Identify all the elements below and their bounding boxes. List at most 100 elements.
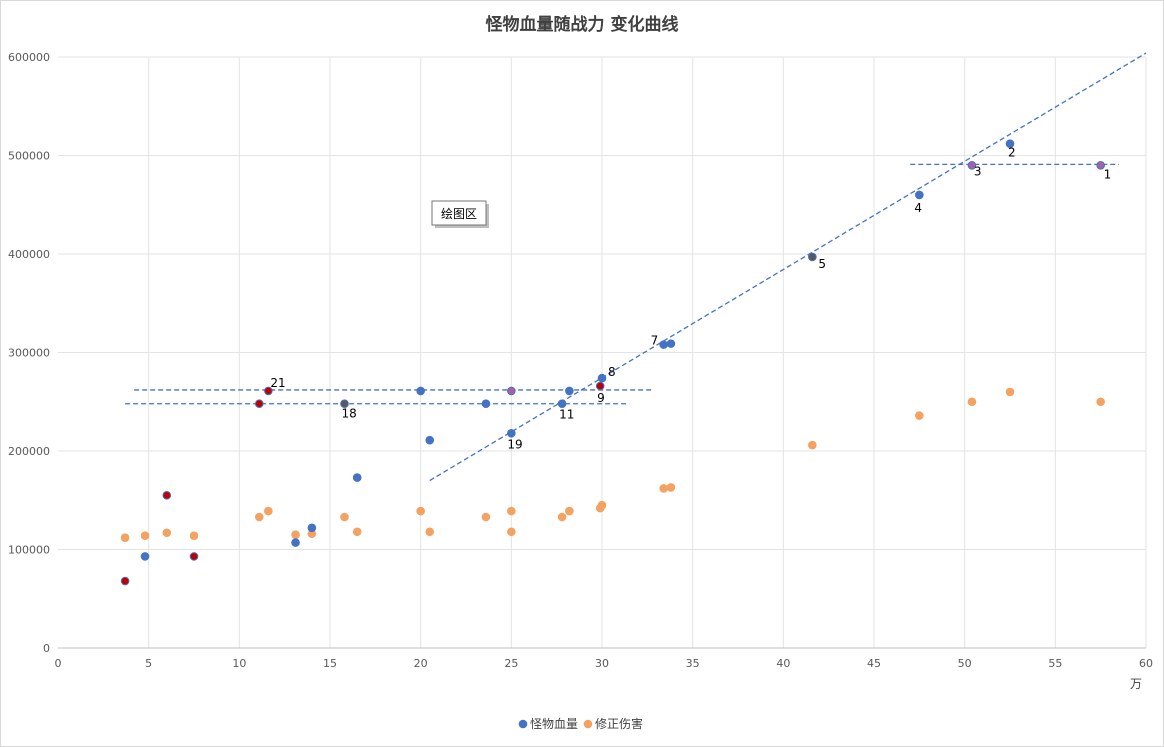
grid-lines [58, 56, 1147, 648]
damage-point [915, 411, 924, 420]
x-axis-unit: 万 [1130, 677, 1142, 691]
damage-point [507, 527, 516, 537]
data-point-label: 8 [608, 365, 616, 379]
axes: 0 5 10 15 20 25 30 35 40 45 50 55 600100000200000300… [8, 51, 1153, 670]
damage-point [597, 500, 607, 510]
damage-point [416, 506, 425, 516]
hp-point [808, 252, 817, 262]
damage-point [120, 533, 130, 542]
y-tick-label: 100000 [8, 544, 50, 557]
damage-point [189, 531, 199, 541]
damage-point [254, 512, 264, 522]
data-point-label: 21 [270, 376, 285, 390]
x-tick-label: 60 [1139, 657, 1153, 670]
hp-point [140, 552, 150, 561]
hp-point [659, 340, 668, 349]
hp-point [254, 399, 264, 409]
damage-point [666, 483, 676, 492]
hp-point [597, 373, 607, 383]
damage-point [425, 527, 435, 537]
plot-area-tooltip: 绘图区 [431, 200, 489, 228]
hp-point [189, 552, 199, 561]
damage-point [264, 506, 273, 516]
chart-title: 怪物血量随战力 变化曲线 [486, 14, 679, 35]
damage-point [808, 440, 817, 450]
legend-entry: 修正伤害 [595, 716, 643, 731]
hp-point [595, 381, 605, 391]
y-tick-label: 600000 [8, 51, 50, 64]
hp-point [507, 386, 516, 396]
hp-point [264, 386, 273, 396]
damage-point [659, 484, 668, 493]
data-point-label: 5 [818, 257, 826, 271]
hp-point [162, 491, 172, 500]
trend-line [429, 52, 1147, 482]
hp-point [967, 161, 977, 170]
data-point-label: 4 [914, 201, 922, 215]
damage-point [967, 397, 977, 407]
data-point-label: 3 [974, 164, 982, 178]
x-tick-label: 20 [414, 657, 428, 670]
hp-point [340, 399, 349, 409]
hp-point [416, 386, 425, 396]
hp-point [915, 190, 924, 200]
hp-point [1096, 161, 1105, 170]
x-tick-label: 15 [323, 657, 337, 670]
damage-point [140, 531, 150, 541]
x-tick-label: 50 [958, 657, 972, 670]
y-tick-label: 0 [43, 642, 50, 655]
legend-marker [518, 719, 528, 729]
data-point-label: 7 [651, 334, 659, 348]
damage-point [162, 528, 172, 538]
damage-point [1005, 387, 1015, 397]
x-tick-label: 55 [1048, 657, 1062, 670]
y-tick-label: 200000 [8, 445, 50, 458]
x-tick-label: 30 [595, 657, 609, 670]
hp-point [352, 473, 362, 482]
damage-point [565, 506, 574, 516]
hp-point [666, 339, 676, 348]
x-tick-label: 0 [55, 657, 62, 670]
damage-point [507, 506, 516, 516]
damage-point [557, 512, 567, 522]
damage-point [1096, 397, 1105, 407]
x-tick-label: 25 [504, 657, 518, 670]
legend-marker [583, 719, 593, 729]
data-point-label: 9 [597, 391, 605, 405]
x-tick-label: 40 [776, 657, 790, 670]
data-point-label: 1 [1104, 167, 1112, 181]
x-tick-label: 5 [145, 657, 152, 670]
x-tick-label: 45 [867, 657, 881, 670]
legend-entry: 怪物血量 [530, 717, 578, 731]
damage-point [352, 527, 362, 537]
data-point-label: 19 [507, 437, 522, 451]
data-point-label: 11 [559, 408, 574, 422]
tooltip-text: 绘图区 [441, 206, 477, 221]
hp-point [565, 386, 574, 396]
hp-point [557, 399, 567, 409]
y-tick-label: 400000 [8, 248, 50, 261]
data-point-label: 2 [1008, 146, 1016, 160]
damage-point [340, 512, 349, 522]
hp-point [1005, 139, 1015, 148]
hp-point [507, 428, 516, 438]
hp-point [425, 435, 435, 445]
damage-point [481, 512, 491, 522]
x-tick-label: 10 [232, 657, 246, 670]
x-tick-label: 35 [686, 657, 700, 670]
tooltip-box [431, 200, 487, 226]
y-tick-label: 300000 [8, 347, 50, 360]
hp-point [120, 576, 130, 586]
legend: 怪物血量 修正伤害 [518, 716, 643, 731]
data-point-label: 18 [342, 407, 357, 421]
damage-point [291, 530, 300, 540]
y-tick-label: 500000 [8, 150, 50, 163]
hp-point [307, 523, 317, 533]
data-points [120, 139, 1105, 586]
hp-point [291, 538, 300, 547]
hp-point [481, 399, 491, 409]
